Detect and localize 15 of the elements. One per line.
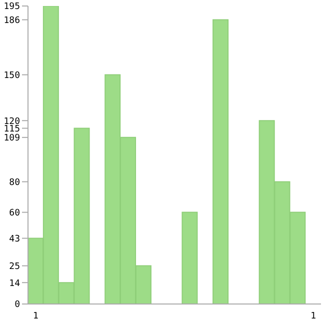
bar [212,19,229,304]
y-tick-label: 14 [9,278,20,289]
y-tick-label: 150 [4,70,20,81]
y-tick-label: 43 [9,234,20,244]
y-tick-label: 195 [4,2,20,12]
y-tick-label: 0 [14,300,20,310]
y-tick-label: 109 [4,134,20,144]
y-tick-label: 80 [9,178,20,188]
y-tick-label: 60 [9,208,20,219]
y-tick-label: 115 [4,124,20,134]
x-tick-label: 1 [33,311,38,321]
y-tick-label: 186 [4,16,20,26]
bar [182,212,198,304]
x-tick-label: 1 [310,311,316,321]
y-tick-label: 25 [9,262,20,272]
